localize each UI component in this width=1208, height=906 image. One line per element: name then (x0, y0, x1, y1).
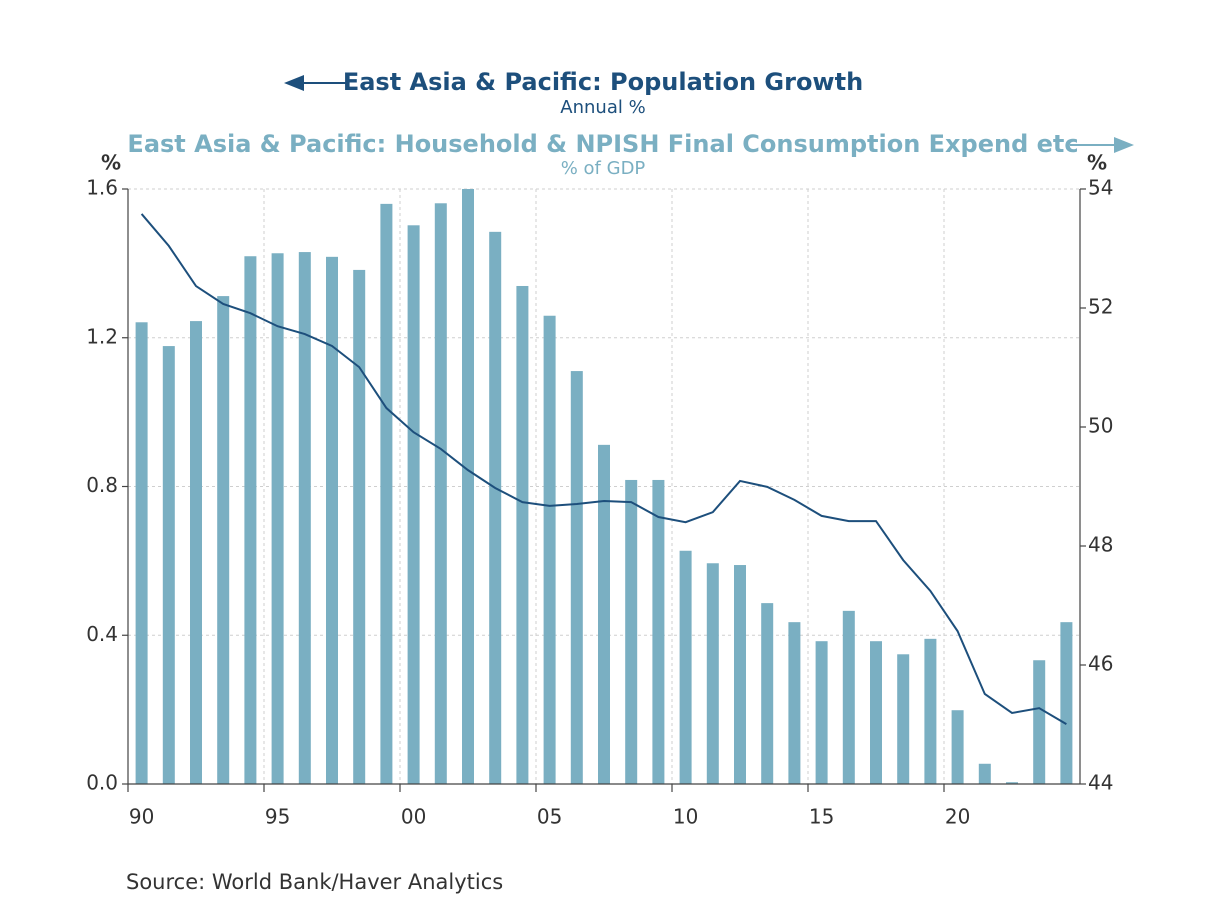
bar (924, 638, 937, 784)
bar (761, 603, 774, 784)
y2-axis-unit: % (1087, 151, 1107, 175)
bar (734, 565, 746, 784)
bar (706, 563, 719, 784)
y2-tick-label: 48 (1088, 533, 1113, 557)
x-tick-label: 05 (537, 805, 562, 829)
bar (380, 203, 393, 784)
bar (516, 285, 529, 784)
bar (870, 641, 882, 784)
legend-arrow-right (1070, 137, 1134, 153)
plot (135, 189, 1073, 785)
bar (326, 256, 338, 785)
bar (815, 641, 828, 784)
chart-subtitle: Annual % (560, 97, 645, 118)
bar (217, 296, 230, 784)
bar (462, 189, 474, 784)
x-tick-label: 10 (673, 805, 698, 829)
bar (625, 479, 638, 784)
chart-title-2: East Asia & Pacific: Household & NPISH F… (127, 130, 1078, 158)
bar (353, 269, 366, 784)
y-tick-label: 0.4 (86, 622, 118, 646)
legend-arrow-left (284, 75, 348, 91)
bar (598, 444, 610, 784)
bar (1060, 622, 1073, 784)
bar (1006, 782, 1018, 784)
y2-tick-label: 54 (1088, 176, 1113, 200)
bar (543, 315, 556, 784)
x-tick-label: 90 (129, 805, 154, 829)
y2-tick-label: 52 (1088, 295, 1113, 319)
bar (951, 710, 964, 784)
y2-tick-label: 44 (1088, 771, 1113, 795)
bar (842, 610, 855, 784)
y-tick-label: 1.2 (86, 324, 118, 348)
bar (244, 256, 257, 784)
bar (298, 252, 311, 784)
bar (489, 231, 502, 785)
bar (897, 654, 910, 784)
bar (652, 479, 665, 784)
y-tick-label: 0.0 (86, 771, 118, 795)
y-tick-label: 0.8 (86, 473, 118, 497)
x-tick-label: 20 (945, 805, 970, 829)
bar (271, 253, 284, 784)
x-tick-label: 95 (265, 805, 290, 829)
bar (135, 322, 148, 784)
bar (1033, 660, 1046, 784)
line-series (140, 213, 1067, 725)
bar (570, 371, 583, 784)
bar (190, 321, 202, 784)
chart-title: East Asia & Pacific: Population Growth (343, 68, 863, 96)
bar (407, 225, 420, 785)
bar (162, 346, 175, 784)
bar (679, 550, 692, 784)
y-axis-unit: % (101, 151, 121, 175)
x-tick-label: 15 (809, 805, 834, 829)
y2-tick-label: 50 (1088, 414, 1113, 438)
source-note: Source: World Bank/Haver Analytics (126, 870, 503, 894)
bar (978, 763, 991, 784)
y-tick-label: 1.6 (86, 176, 118, 200)
y2-tick-label: 46 (1088, 652, 1113, 676)
bar (434, 203, 447, 784)
x-tick-label: 00 (401, 805, 426, 829)
chart-subtitle-2: % of GDP (561, 158, 646, 179)
bar (788, 622, 801, 784)
